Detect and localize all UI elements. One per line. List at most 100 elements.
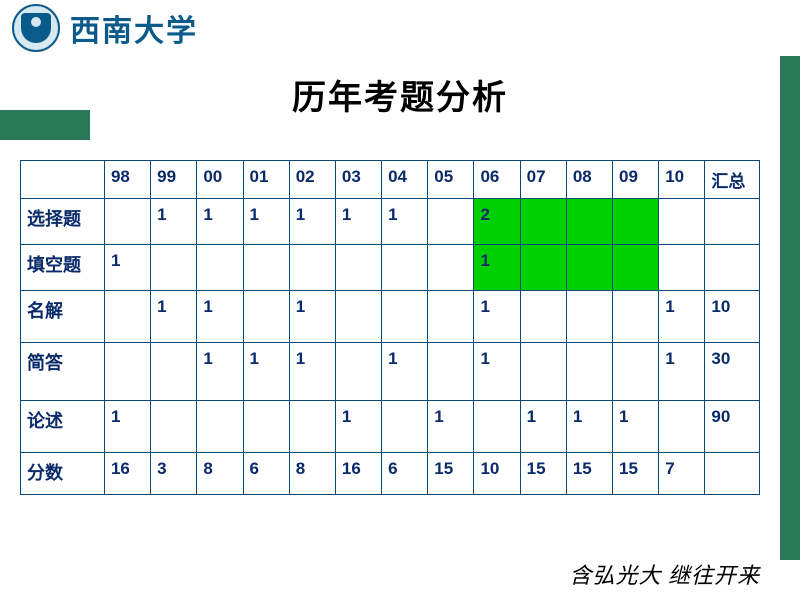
table-cell [659,401,705,453]
page-title: 历年考题分析 [0,70,800,119]
table-cell: 1 [659,343,705,401]
table-cell [289,245,335,291]
table-cell: 6 [382,453,428,495]
table-header-blank [21,161,105,199]
table-cell [104,291,150,343]
table-cell: 15 [520,453,566,495]
table-cell: 1 [289,343,335,401]
table-cell [243,245,289,291]
table-cell [197,401,243,453]
table-cell [104,343,150,401]
table-row-label: 简答 [21,343,105,401]
table-cell [613,199,659,245]
table-cell [613,291,659,343]
table-cell [659,199,705,245]
table-row-label: 分数 [21,453,105,495]
table-cell [151,245,197,291]
table-cell: 16 [335,453,381,495]
table-cell [520,245,566,291]
table-header-cell: 03 [335,161,381,199]
table-cell: 1 [520,401,566,453]
table-header-cell: 02 [289,161,335,199]
decoration-green-right [780,56,800,560]
table-cell [613,343,659,401]
table-cell: 1 [428,401,474,453]
table-cell: 1 [104,245,150,291]
table-cell [566,291,612,343]
table-cell: 1 [335,199,381,245]
table-cell [428,343,474,401]
table-cell [382,291,428,343]
table-header-cell: 10 [659,161,705,199]
table-cell: 1 [243,199,289,245]
table-cell: 1 [382,343,428,401]
table-header-cell: 07 [520,161,566,199]
table-cell [705,199,760,245]
table-cell: 15 [428,453,474,495]
table-cell: 10 [474,453,520,495]
table-header-cell: 01 [243,161,289,199]
table-row-label: 填空题 [21,245,105,291]
table-cell: 1 [289,291,335,343]
table-cell: 1 [289,199,335,245]
table-header-cell: 06 [474,161,520,199]
table-cell [428,199,474,245]
table-cell: 1 [104,401,150,453]
table-cell [289,401,335,453]
table-header-cell: 09 [613,161,659,199]
table-cell [474,401,520,453]
table-cell: 10 [705,291,760,343]
table-cell: 15 [613,453,659,495]
table-cell: 1 [659,291,705,343]
table-cell: 8 [197,453,243,495]
table-header-cell: 汇总 [705,161,760,199]
table-cell [520,199,566,245]
table-cell [659,245,705,291]
table-cell [520,291,566,343]
exam-table-container: 98990001020304050607080910汇总选择题1111112填空… [20,160,760,495]
table-cell [428,291,474,343]
table-cell: 16 [104,453,150,495]
table-cell: 1 [197,291,243,343]
table-header-cell: 08 [566,161,612,199]
table-cell [566,343,612,401]
table-row-label: 名解 [21,291,105,343]
university-name: 西南大学 [70,6,198,50]
table-cell [566,245,612,291]
table-cell [382,401,428,453]
table-cell: 1 [197,343,243,401]
table-cell [335,245,381,291]
table-cell: 90 [705,401,760,453]
table-cell [197,245,243,291]
table-cell [243,291,289,343]
table-cell: 1 [151,291,197,343]
table-row-label: 论述 [21,401,105,453]
table-cell: 1 [474,291,520,343]
table-cell: 1 [613,401,659,453]
table-header-cell: 04 [382,161,428,199]
table-header-cell: 98 [104,161,150,199]
university-seal-icon [12,4,60,52]
table-cell: 1 [197,199,243,245]
table-cell: 1 [151,199,197,245]
table-cell [428,245,474,291]
table-header-cell: 00 [197,161,243,199]
table-cell: 2 [474,199,520,245]
table-cell: 6 [243,453,289,495]
table-cell: 7 [659,453,705,495]
table-cell [335,291,381,343]
table-cell [243,401,289,453]
table-cell [151,343,197,401]
table-cell: 30 [705,343,760,401]
table-cell: 3 [151,453,197,495]
table-header-cell: 05 [428,161,474,199]
table-header-cell: 99 [151,161,197,199]
footer-motto: 含弘光大 继往开来 [569,558,760,590]
table-cell: 1 [335,401,381,453]
table-cell [613,245,659,291]
table-cell: 1 [382,199,428,245]
table-cell: 1 [566,401,612,453]
table-cell: 15 [566,453,612,495]
table-cell [151,401,197,453]
table-cell: 8 [289,453,335,495]
